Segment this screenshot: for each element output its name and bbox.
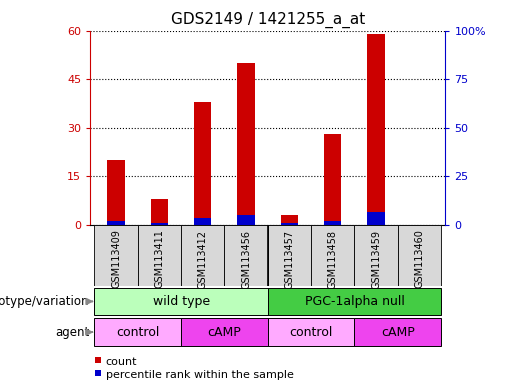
Bar (181, 318, 268, 346)
Bar (281, 215, 298, 225)
Bar (151, 223, 168, 225)
Text: control: control (116, 326, 160, 339)
Bar (281, 223, 298, 225)
Text: percentile rank within the sample: percentile rank within the sample (106, 370, 294, 380)
Text: GSM113412: GSM113412 (198, 230, 208, 288)
Bar (194, 218, 212, 225)
Bar (398, 225, 441, 286)
Bar (268, 288, 441, 315)
Text: GSM113456: GSM113456 (241, 230, 251, 288)
Bar (225, 225, 268, 286)
Bar (324, 134, 341, 225)
Bar (311, 225, 354, 286)
Text: cAMP: cAMP (381, 326, 415, 339)
Bar (354, 318, 441, 346)
Bar (94, 225, 138, 286)
Bar (181, 225, 225, 286)
Text: GSM113459: GSM113459 (371, 230, 381, 288)
Bar (108, 160, 125, 225)
Bar (368, 34, 385, 225)
Text: GSM113411: GSM113411 (154, 230, 164, 288)
Bar (194, 102, 212, 225)
Text: cAMP: cAMP (208, 326, 242, 339)
Text: genotype/variation: genotype/variation (0, 295, 89, 308)
Title: GDS2149 / 1421255_a_at: GDS2149 / 1421255_a_at (170, 12, 365, 28)
Text: count: count (106, 357, 137, 367)
Text: GSM113409: GSM113409 (111, 230, 121, 288)
Bar (108, 222, 125, 225)
Bar (324, 222, 341, 225)
Bar (94, 318, 181, 346)
Text: GSM113457: GSM113457 (284, 230, 295, 289)
Text: PGC-1alpha null: PGC-1alpha null (304, 295, 404, 308)
Text: wild type: wild type (152, 295, 210, 308)
Text: control: control (289, 326, 333, 339)
Bar (151, 199, 168, 225)
Text: agent: agent (55, 326, 89, 339)
Bar (237, 215, 255, 225)
Bar (94, 288, 268, 315)
Bar (368, 212, 385, 225)
Text: GSM113458: GSM113458 (328, 230, 338, 288)
Text: GSM113460: GSM113460 (415, 230, 424, 288)
Bar (268, 225, 311, 286)
Bar (237, 63, 255, 225)
Bar (268, 318, 354, 346)
Bar (354, 225, 398, 286)
Bar (138, 225, 181, 286)
